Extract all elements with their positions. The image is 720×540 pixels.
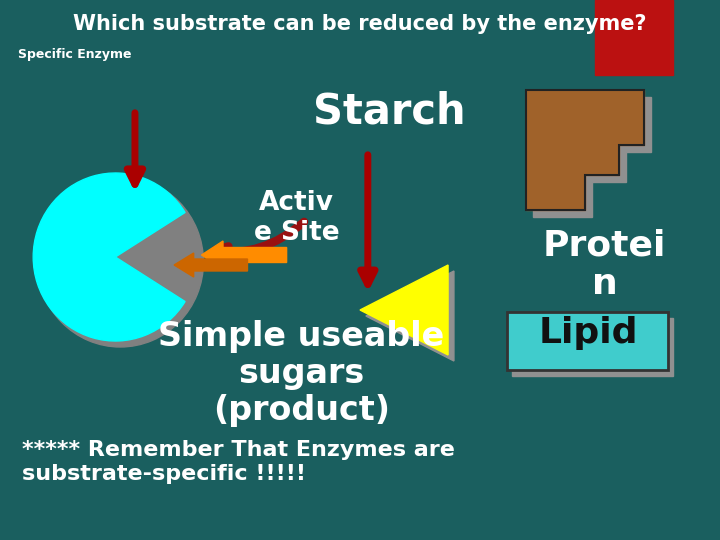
FancyArrowPatch shape [215,222,304,258]
Text: Which substrate can be reduced by the enzyme?: Which substrate can be reduced by the en… [73,14,647,34]
Polygon shape [360,265,448,355]
Wedge shape [37,177,204,347]
Text: Protei
n: Protei n [543,228,666,301]
FancyArrow shape [174,253,248,277]
Polygon shape [526,90,644,210]
Text: Activ
e Site: Activ e Site [253,190,339,246]
FancyBboxPatch shape [507,312,668,370]
Text: Lipid: Lipid [539,316,638,350]
Text: Starch: Starch [313,90,466,132]
Polygon shape [366,271,454,361]
FancyArrow shape [202,241,287,269]
Bar [512,318,673,376]
Text: Simple useable
sugars
(product): Simple useable sugars (product) [158,320,444,427]
Polygon shape [534,97,651,217]
Text: Specific Enzyme: Specific Enzyme [17,48,131,61]
Text: ***** Remember That Enzymes are
substrate-specific !!!!!: ***** Remember That Enzymes are substrat… [22,440,455,484]
Bar [595,0,673,75]
Wedge shape [33,173,185,341]
